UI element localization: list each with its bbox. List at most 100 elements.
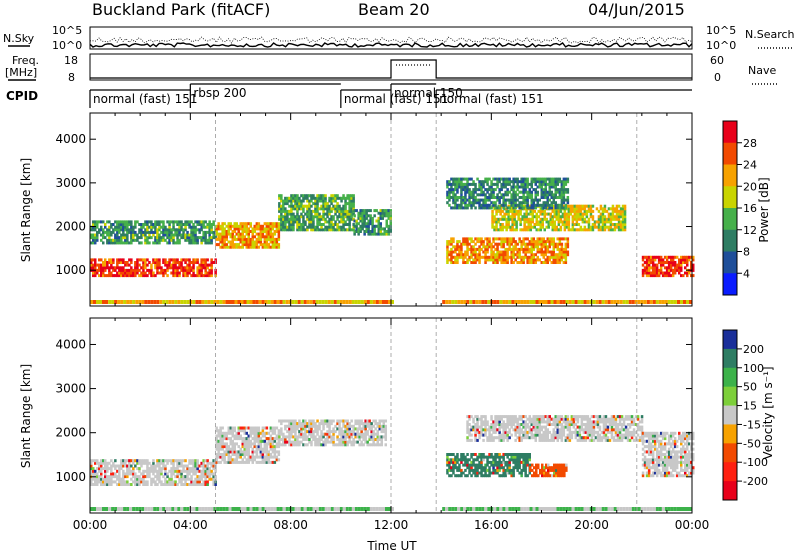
- data-cell: [146, 464, 149, 468]
- data-cell: [472, 247, 475, 251]
- data-cell: [560, 185, 564, 189]
- data-cell: [500, 203, 503, 207]
- data-cell: [298, 435, 301, 439]
- ground-scatter-cell: [342, 300, 346, 304]
- data-cell: [257, 439, 261, 443]
- data-cell: [340, 215, 343, 219]
- data-cell: [552, 245, 555, 249]
- data-cell: [219, 224, 222, 228]
- data-cell: [104, 225, 107, 229]
- data-cell: [275, 458, 279, 462]
- data-cell: [528, 206, 531, 210]
- data-cell: [659, 258, 663, 262]
- data-cell: [462, 198, 465, 202]
- data-cell: [243, 240, 246, 244]
- data-cell: [128, 230, 131, 234]
- data-cell: [472, 458, 475, 462]
- data-cell: [569, 204, 573, 208]
- data-cell: [108, 274, 111, 278]
- data-cell: [472, 190, 475, 194]
- data-cell: [506, 258, 509, 262]
- data-cell: [492, 196, 495, 199]
- data-cell: [486, 474, 489, 478]
- data-cell: [190, 233, 193, 237]
- data-cell: [548, 180, 551, 184]
- data-cell: [162, 238, 165, 242]
- data-cell: [225, 245, 228, 249]
- data-cell: [368, 422, 371, 426]
- data-cell: [204, 271, 207, 275]
- data-cell: [106, 263, 109, 267]
- data-cell: [204, 241, 207, 245]
- data-cell: [480, 463, 483, 467]
- data-cell: [96, 230, 99, 234]
- data-cell: [653, 274, 657, 278]
- data-cell: [326, 432, 329, 436]
- data-cell: [227, 460, 230, 464]
- data-cell: [556, 242, 559, 246]
- data-cell: [92, 469, 95, 473]
- data-cell: [146, 459, 149, 463]
- data-cell: [286, 430, 289, 434]
- data-cell: [552, 185, 555, 189]
- data-cell: [306, 204, 309, 208]
- data-cell: [306, 424, 309, 428]
- data-cell: [296, 217, 299, 221]
- data-cell: [460, 190, 463, 194]
- data-cell: [474, 198, 477, 202]
- data-cell: [458, 180, 461, 184]
- data-cell: [132, 475, 135, 479]
- data-cell: [239, 437, 242, 441]
- data-cell: [566, 198, 570, 202]
- data-cell: [566, 250, 570, 254]
- data-cell: [680, 263, 683, 267]
- data-cell: [120, 228, 123, 232]
- data-cell: [271, 237, 275, 241]
- data-cell: [655, 271, 659, 275]
- data-cell: [259, 237, 263, 241]
- data-cell: [243, 230, 246, 233]
- ground-scatter-cell: [234, 300, 238, 304]
- data-cell: [288, 199, 291, 203]
- data-cell: [162, 475, 165, 479]
- data-cell: [552, 180, 555, 184]
- data-cell: [603, 228, 607, 232]
- data-cell: [296, 212, 299, 216]
- data-cell: [277, 237, 281, 241]
- data-cell: [212, 261, 215, 264]
- data-cell: [132, 230, 135, 234]
- data-cell: [180, 233, 183, 237]
- data-cell: [239, 460, 242, 464]
- data-cell: [536, 250, 539, 254]
- data-cell: [530, 196, 533, 199]
- data-cell: [522, 453, 525, 456]
- data-cell: [217, 442, 220, 446]
- data-cell: [497, 220, 500, 224]
- data-cell: [192, 480, 195, 484]
- data-cell: [132, 225, 135, 229]
- data-cell: [476, 201, 479, 205]
- data-cell: [164, 258, 167, 262]
- data-cell: [108, 475, 111, 479]
- data-cell: [300, 204, 303, 208]
- data-cell: [198, 263, 201, 267]
- data-cell: [206, 469, 209, 473]
- data-cell: [235, 434, 238, 438]
- data-cell: [298, 430, 301, 434]
- data-cell: [500, 258, 503, 262]
- data-cell: [92, 477, 95, 481]
- data-cell: [261, 458, 265, 462]
- ground-scatter-cell: [683, 300, 686, 304]
- data-cell: [124, 461, 127, 465]
- data-cell: [176, 268, 179, 272]
- data-cell: [290, 432, 293, 436]
- data-cell: [160, 225, 163, 229]
- data-cell: [470, 261, 473, 264]
- data-cell: [292, 225, 295, 229]
- data-cell: [275, 230, 279, 233]
- data-cell: [247, 227, 250, 231]
- data-cell: [286, 228, 289, 232]
- data-cell: [356, 419, 359, 423]
- data-cell: [208, 225, 211, 229]
- data-cell: [525, 217, 528, 221]
